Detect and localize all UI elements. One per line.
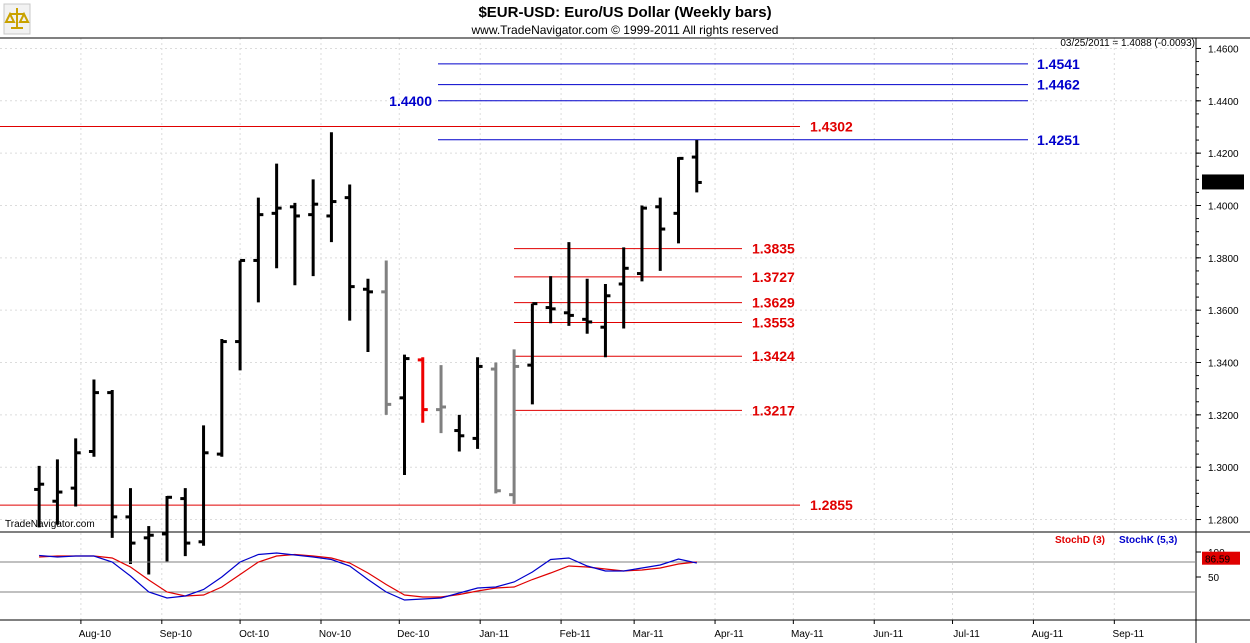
level-label: 1.3629 bbox=[752, 295, 795, 311]
ohlc-bar bbox=[545, 276, 556, 324]
ohlc-bar bbox=[143, 526, 154, 575]
chart-subtitle: www.TradeNavigator.com © 1999-2011 All r… bbox=[471, 23, 779, 37]
ohlc-bar bbox=[180, 488, 191, 557]
ohlc-bar bbox=[308, 179, 319, 277]
ohlc-bar bbox=[198, 425, 209, 546]
stoch-last-value-box bbox=[1202, 551, 1240, 565]
x-tick-label: Jan-11 bbox=[479, 629, 509, 640]
ohlc-bar bbox=[673, 156, 684, 244]
y-tick-label: 1.4400 bbox=[1208, 97, 1239, 108]
x-tick-label: Dec-10 bbox=[397, 629, 430, 640]
level-label: 1.3424 bbox=[752, 348, 795, 364]
ohlc-bar bbox=[88, 379, 99, 457]
x-tick-label: Aug-11 bbox=[1032, 629, 1064, 640]
ohlc-bar bbox=[34, 465, 45, 528]
y-tick-label: 1.4200 bbox=[1208, 149, 1239, 160]
ohlc-bar bbox=[125, 488, 136, 565]
x-tick-label: May-11 bbox=[791, 629, 824, 640]
price-bars bbox=[34, 132, 702, 575]
levels-layer: 1.4541 1.4462 1.4400 1.4302 1.4251 1.3835 1.37… bbox=[0, 56, 1080, 513]
stochastic-panel: 10050StochD (3)StochK (5,3)86.59 bbox=[0, 535, 1240, 601]
ohlc-bar bbox=[509, 349, 520, 504]
x-tick-label: Sep-11 bbox=[1113, 629, 1145, 640]
level-label: 1.3727 bbox=[752, 269, 795, 285]
ohlc-bar bbox=[216, 338, 227, 457]
stoch-last-value: 86.59 bbox=[1205, 555, 1230, 566]
ohlc-bar bbox=[70, 438, 81, 507]
stochk-line bbox=[39, 552, 697, 601]
chart-title: $EUR-USD: Euro/US Dollar (Weekly bars) bbox=[478, 4, 771, 21]
level-label: 1.4462 bbox=[1037, 77, 1080, 93]
stoch-last-value-marker: 86.59 bbox=[1202, 551, 1240, 566]
x-tick-label: Sep-10 bbox=[160, 629, 193, 640]
ohlc-bar bbox=[527, 302, 538, 405]
ohlc-bar bbox=[381, 260, 392, 415]
ohlc-bar bbox=[235, 258, 246, 371]
ohlc-bar bbox=[436, 365, 447, 434]
x-tick-label: Feb-11 bbox=[560, 629, 591, 640]
y-tick-label: 1.3400 bbox=[1208, 359, 1239, 370]
ohlc-bar bbox=[454, 414, 465, 452]
stochd-legend: StochD (3) bbox=[1055, 535, 1105, 546]
axes: 1.4600 1.4400 1.4200 1.4000 1.3800 1.3600 1.34… bbox=[0, 37, 1250, 643]
stochk-legend: StochK (5,3) bbox=[1119, 535, 1177, 546]
stoch-y-tick-label: 50 bbox=[1208, 573, 1220, 584]
ohlc-bar bbox=[289, 202, 300, 286]
level-label: 1.3553 bbox=[752, 314, 795, 330]
stochd-line bbox=[39, 553, 697, 598]
y-tick-label: 1.4600 bbox=[1208, 44, 1239, 55]
x-tick-label: Oct-10 bbox=[239, 629, 269, 640]
ohlc-bar bbox=[107, 389, 118, 538]
level-label: 1.2855 bbox=[810, 497, 853, 513]
ohlc-bar bbox=[326, 132, 337, 243]
y-tick-label: 1.2800 bbox=[1208, 516, 1239, 527]
y-tick-label: 1.3000 bbox=[1208, 463, 1239, 474]
ohlc-bar bbox=[490, 362, 501, 494]
last-price-box bbox=[1202, 174, 1244, 190]
x-tick-label: Mar-11 bbox=[633, 629, 664, 640]
y-tick-label: 1.3600 bbox=[1208, 306, 1239, 317]
ohlc-bar bbox=[582, 278, 593, 334]
ohlc-bar bbox=[253, 197, 264, 303]
ohlc-bar bbox=[600, 284, 611, 358]
y-tick-label: 1.3200 bbox=[1208, 411, 1239, 422]
last-quote: 03/25/2011 = 1.4088 (-0.0093) bbox=[1060, 38, 1195, 49]
level-label: 1.3835 bbox=[752, 241, 795, 257]
last-price-label: 1.4088 bbox=[1206, 178, 1237, 189]
app-logo[interactable] bbox=[3, 3, 31, 35]
ohlc-bar bbox=[162, 495, 173, 562]
x-tick-label: Nov-10 bbox=[319, 629, 352, 640]
ohlc-bar bbox=[399, 354, 410, 476]
level-label: 1.4251 bbox=[1037, 132, 1080, 148]
watermark: TradeNavigator.com bbox=[5, 519, 95, 530]
y-tick-label: 1.4000 bbox=[1208, 201, 1239, 212]
ohlc-bar bbox=[472, 357, 483, 449]
chart-header: $EUR-USD: Euro/US Dollar (Weekly bars) w… bbox=[471, 4, 1195, 49]
ohlc-bar bbox=[52, 459, 63, 525]
x-tick-label: Aug-10 bbox=[79, 629, 112, 640]
ohlc-bar bbox=[563, 242, 574, 326]
ohlc-bar bbox=[271, 163, 282, 269]
x-tick-label: Jun-11 bbox=[873, 629, 903, 640]
y-tick-label: 1.3800 bbox=[1208, 254, 1239, 265]
ohlc-bar bbox=[344, 184, 355, 321]
last-price-marker: 1.4088 bbox=[1202, 174, 1244, 190]
ohlc-bar bbox=[417, 357, 428, 423]
ohlc-bar bbox=[691, 140, 702, 193]
ohlc-bar bbox=[655, 197, 666, 271]
level-label: 1.4400 bbox=[389, 93, 432, 109]
level-label: 1.3217 bbox=[752, 402, 795, 418]
ohlc-bar bbox=[618, 247, 629, 329]
x-tick-label: Apr-11 bbox=[714, 629, 744, 640]
x-tick-label: Jul-11 bbox=[953, 629, 980, 640]
ohlc-bar bbox=[362, 278, 373, 353]
level-label: 1.4302 bbox=[810, 118, 853, 134]
level-label: 1.4541 bbox=[1037, 56, 1080, 72]
ohlc-bar bbox=[636, 205, 647, 282]
